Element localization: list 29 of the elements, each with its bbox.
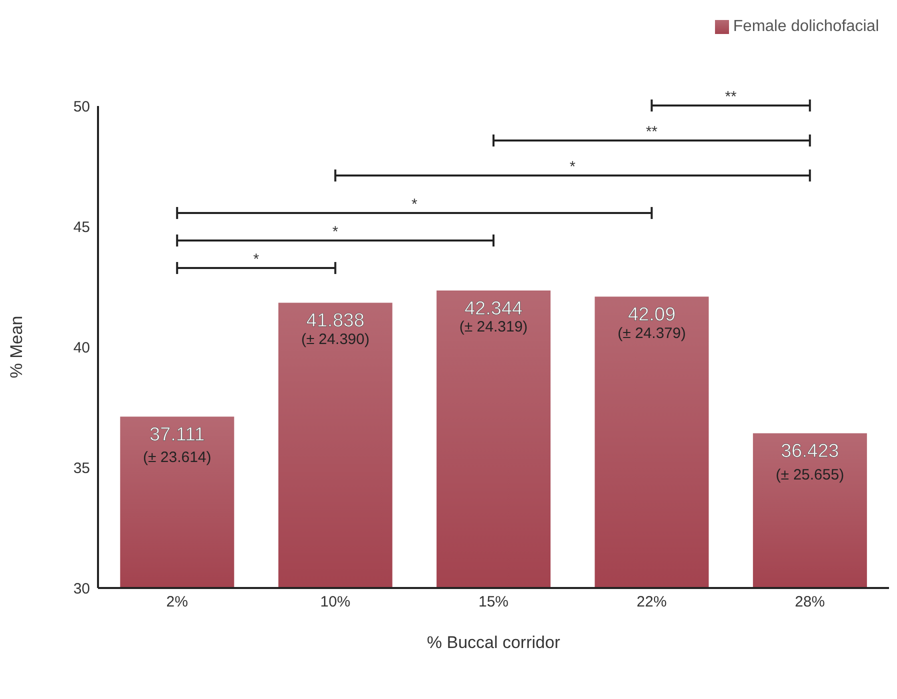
y-axis-title: % Mean [7, 316, 26, 378]
annotation: (± 24.390) [301, 331, 370, 348]
y-tick-label: 30 [73, 580, 90, 598]
y-tick-label: 35 [73, 460, 90, 477]
data-label: 37.111 [150, 424, 205, 446]
data-label: 41.838 [306, 310, 364, 332]
x-axis-title: % Buccal corridor [426, 633, 560, 652]
x-tick-label: 10% [320, 594, 350, 611]
legend-label: Female dolichofacial [733, 18, 879, 35]
annotation: (± 24.379) [618, 324, 686, 342]
data-label: 42.09 [628, 304, 676, 326]
annotation: * [570, 158, 576, 176]
x-tick-label: 22% [636, 594, 667, 611]
annotation: (± 23.614) [143, 449, 212, 466]
data-label: 36.423 [780, 441, 840, 462]
y-tick-label: 40 [73, 339, 90, 356]
annotation: * [332, 224, 338, 240]
x-tick-label: 15% [478, 594, 509, 611]
x-tick-label: 28% [794, 594, 825, 611]
annotation: * [411, 196, 418, 213]
x-tick-label: 2% [166, 594, 188, 611]
data-label: 42.344 [464, 298, 524, 320]
annotation: * [253, 251, 260, 268]
annotation: (± 24.319) [459, 318, 528, 336]
y-tick-label: 50 [73, 98, 90, 116]
y-tick-label: 45 [73, 218, 90, 236]
annotation: (± 25.655) [776, 466, 844, 484]
annotation: ** [646, 124, 658, 140]
text: ** [724, 88, 737, 106]
